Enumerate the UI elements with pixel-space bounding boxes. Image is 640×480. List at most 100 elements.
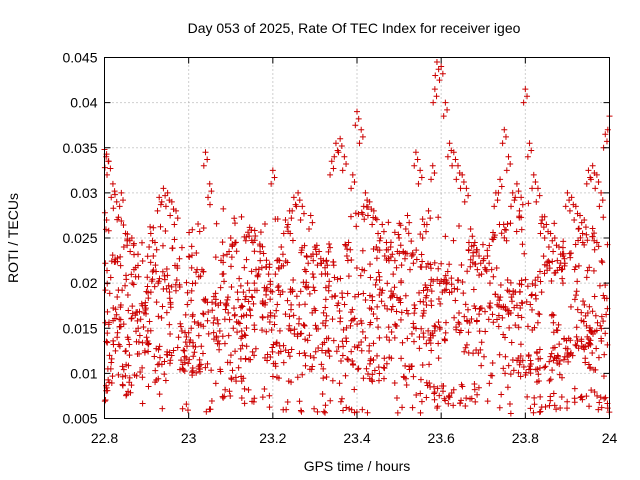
- data-point: [530, 171, 537, 178]
- data-point: [381, 302, 388, 309]
- data-point: [478, 362, 485, 369]
- data-point: [575, 262, 582, 269]
- data-point: [430, 383, 437, 390]
- data-point: [477, 260, 484, 267]
- data-point: [393, 308, 400, 315]
- data-point: [174, 215, 181, 222]
- data-point: [266, 264, 273, 271]
- data-point: [363, 365, 370, 372]
- data-point: [167, 331, 174, 338]
- data-point: [559, 280, 566, 287]
- data-point: [508, 298, 515, 305]
- data-point: [215, 320, 222, 327]
- data-point: [445, 400, 452, 407]
- data-point: [209, 307, 216, 314]
- data-point: [551, 402, 558, 409]
- data-point: [222, 306, 229, 313]
- data-point: [374, 303, 381, 310]
- data-point: [159, 405, 166, 412]
- data-point: [529, 185, 536, 192]
- data-point: [496, 221, 503, 228]
- data-point: [348, 256, 355, 263]
- data-point: [200, 224, 207, 231]
- data-point: [266, 404, 273, 411]
- data-point: [532, 282, 539, 289]
- data-point: [386, 354, 393, 361]
- data-point: [469, 233, 476, 240]
- data-point: [337, 398, 344, 405]
- data-point: [442, 272, 449, 279]
- data-point: [417, 298, 424, 305]
- data-point: [541, 364, 548, 371]
- data-point: [372, 215, 379, 222]
- data-point: [499, 314, 506, 321]
- data-point: [387, 244, 394, 251]
- data-point: [598, 258, 605, 265]
- data-point: [125, 362, 132, 369]
- data-point: [144, 283, 151, 290]
- data-point: [224, 296, 231, 303]
- data-point: [243, 256, 250, 263]
- data-point: [573, 292, 580, 299]
- data-point: [536, 311, 543, 318]
- data-point: [517, 373, 524, 380]
- data-point: [540, 253, 547, 260]
- data-point: [104, 308, 111, 315]
- data-point: [323, 335, 330, 342]
- data-point: [152, 379, 159, 386]
- data-point: [473, 246, 480, 253]
- data-point: [442, 329, 449, 336]
- data-point: [134, 317, 141, 324]
- data-point: [348, 185, 355, 192]
- data-point: [551, 344, 558, 351]
- data-point: [540, 224, 547, 231]
- data-point: [393, 322, 400, 329]
- data-point: [310, 257, 317, 264]
- data-point: [402, 225, 409, 232]
- data-point: [177, 320, 184, 327]
- data-point: [431, 259, 438, 266]
- data-point: [128, 315, 135, 322]
- data-point: [123, 391, 130, 398]
- data-point: [144, 338, 151, 345]
- data-point: [587, 176, 594, 183]
- data-point: [423, 264, 430, 271]
- data-point: [126, 352, 133, 359]
- data-point: [519, 201, 526, 208]
- data-point: [412, 305, 419, 312]
- data-point: [438, 277, 445, 284]
- data-point: [275, 264, 282, 271]
- data-point: [228, 254, 235, 261]
- data-point: [375, 230, 382, 237]
- data-point: [150, 267, 157, 274]
- data-point: [547, 397, 554, 404]
- data-point: [369, 297, 376, 304]
- data-point: [535, 377, 542, 384]
- data-point: [601, 295, 608, 302]
- data-point: [274, 301, 281, 308]
- data-point: [545, 244, 552, 251]
- data-point: [282, 311, 289, 318]
- data-point: [105, 321, 112, 328]
- data-point: [311, 244, 318, 251]
- data-point: [534, 319, 541, 326]
- data-point: [505, 362, 512, 369]
- data-point: [550, 390, 557, 397]
- data-point: [470, 253, 477, 260]
- data-point: [331, 153, 338, 160]
- data-point: [574, 337, 581, 344]
- data-point: [589, 308, 596, 315]
- data-point: [286, 353, 293, 360]
- data-point: [355, 115, 362, 122]
- data-point: [370, 357, 377, 364]
- data-point: [106, 379, 113, 386]
- data-point: [394, 409, 401, 416]
- data-point: [114, 254, 121, 261]
- data-point: [403, 307, 410, 314]
- data-point: [164, 348, 171, 355]
- data-point: [243, 343, 250, 350]
- data-point: [419, 258, 426, 265]
- data-point: [435, 295, 442, 302]
- data-point: [306, 332, 313, 339]
- data-point: [232, 348, 239, 355]
